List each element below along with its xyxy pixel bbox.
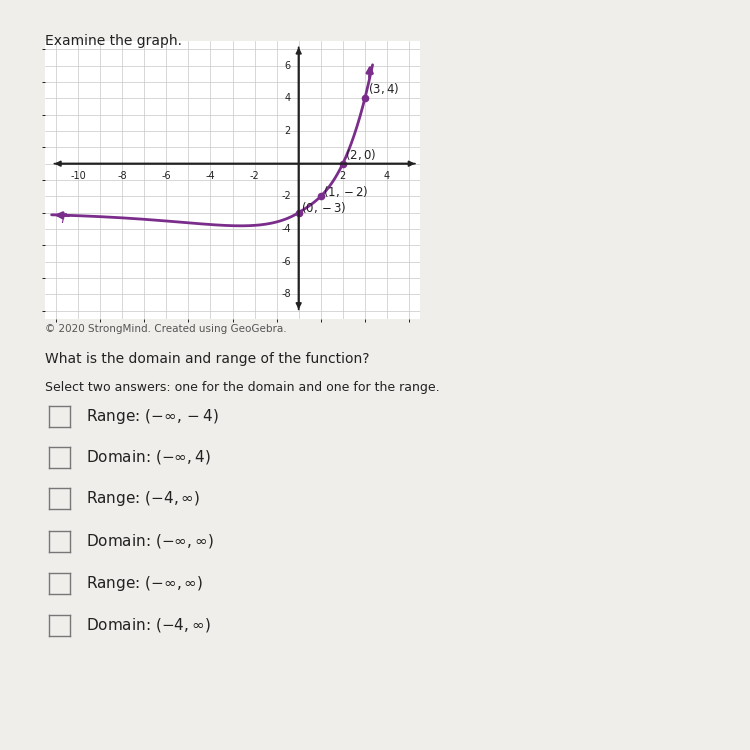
Text: Domain: $(-\infty, 4)$: Domain: $(-\infty, 4)$ [86,448,211,466]
Text: -2: -2 [250,171,259,181]
Text: 4: 4 [384,171,390,181]
Text: -6: -6 [161,171,171,181]
Text: Domain: $(-\infty, \infty)$: Domain: $(-\infty, \infty)$ [86,532,214,550]
Text: Range: $(-\infty, \infty)$: Range: $(-\infty, \infty)$ [86,574,203,593]
Text: $(2,0)$: $(2,0)$ [346,147,376,162]
Text: $(3,4)$: $(3,4)$ [368,82,399,97]
Text: 2: 2 [340,171,346,181]
Text: -6: -6 [281,256,291,266]
Text: -10: -10 [70,171,86,181]
Text: -4: -4 [206,171,215,181]
Text: Domain: $(-4, \infty)$: Domain: $(-4, \infty)$ [86,616,211,634]
Text: Select two answers: one for the domain and one for the range.: Select two answers: one for the domain a… [45,381,440,394]
Text: $(1,-2)$: $(1,-2)$ [323,184,369,199]
Text: 6: 6 [285,61,291,70]
Text: Examine the graph.: Examine the graph. [45,34,182,48]
Text: -8: -8 [281,290,291,299]
Text: 2: 2 [285,126,291,136]
Text: f: f [61,213,64,226]
Text: -2: -2 [281,191,291,201]
Text: -4: -4 [281,224,291,234]
Text: -8: -8 [118,171,127,181]
Text: Range: $(-\infty, -4)$: Range: $(-\infty, -4)$ [86,406,219,426]
Text: $(0,-3)$: $(0,-3)$ [302,200,347,215]
Text: 4: 4 [285,94,291,104]
Text: Range: $(-4, \infty)$: Range: $(-4, \infty)$ [86,489,200,508]
Text: What is the domain and range of the function?: What is the domain and range of the func… [45,352,370,367]
Text: © 2020 StrongMind. Created using GeoGebra.: © 2020 StrongMind. Created using GeoGebr… [45,324,286,334]
